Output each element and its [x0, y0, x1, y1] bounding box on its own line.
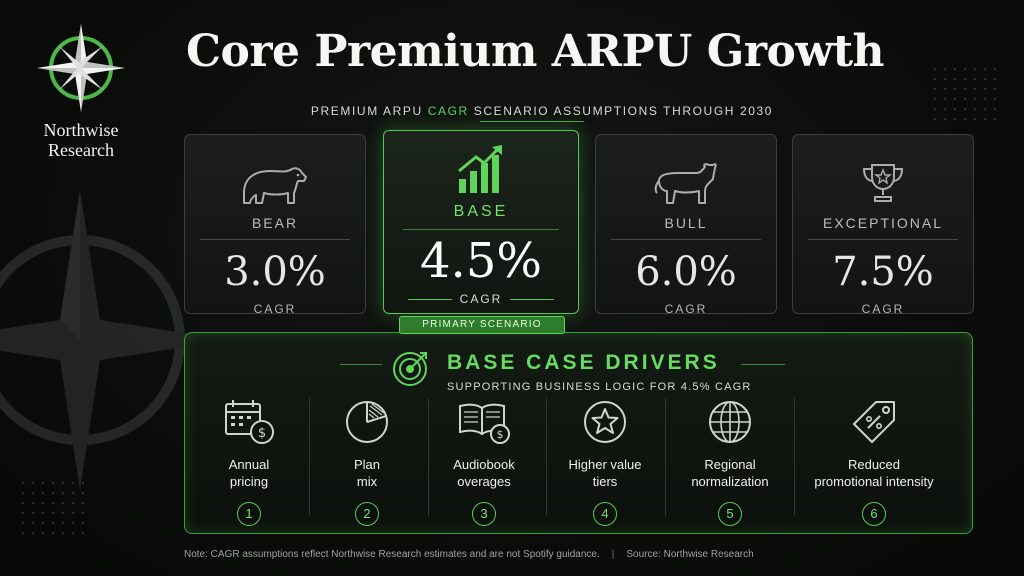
driver-plan-mix: Plan mix 2 [308, 398, 426, 526]
scenario-value: 7.5% [832, 249, 934, 295]
scenario-card-base: BASE 4.5% CAGR [383, 130, 579, 314]
scenario-unit-row: CAGR [384, 292, 578, 306]
driver-label: Reduced promotional intensity [814, 457, 934, 489]
primary-scenario-badge: PRIMARY SCENARIO [399, 316, 565, 334]
book-dollar-icon: $ [425, 398, 543, 446]
column-divider [546, 398, 547, 516]
driver-higher-value-tiers: Higher value tiers 4 [546, 398, 664, 526]
base-case-drivers-panel: BASE CASE DRIVERS SUPPORTING BUSINESS LO… [184, 332, 973, 534]
target-icon [393, 352, 427, 386]
scenario-label: EXCEPTIONAL [822, 215, 944, 231]
driver-regional-normalization: Regional normalization 5 [671, 398, 789, 526]
svg-text:$: $ [497, 428, 504, 441]
driver-label: Audiobook overages [453, 457, 515, 489]
divider [200, 239, 350, 240]
driver-number: 3 [472, 502, 496, 526]
scenario-label: BASE [453, 203, 509, 220]
scenario-label: BULL [664, 215, 708, 231]
bull-icon [596, 149, 776, 205]
logo-wordmark-line2: Research [48, 140, 114, 160]
scenario-card-exceptional: EXCEPTIONAL 7.5% CAGR [792, 134, 974, 316]
driver-number: 5 [718, 502, 742, 526]
column-divider [428, 398, 429, 516]
page-subtitle: PREMIUM ARPU CAGR SCENARIO ASSUMPTIONS T… [0, 104, 1024, 118]
driver-reduced-promotional-intensity: Reduced promotional intensity 6 [806, 398, 942, 526]
logo-wordmark-line1: Northwise [43, 120, 119, 140]
drivers-subtitle: SUPPORTING BUSINESS LOGIC FOR 4.5% CAGR [447, 381, 752, 393]
calendar-dollar-icon: $ [190, 398, 308, 446]
background-compass-icon [0, 190, 230, 490]
driver-annual-pricing: $ Annual pricing 1 [190, 398, 308, 526]
footer-source: Source: Northwise Research [626, 549, 754, 560]
scenario-value: 4.5% [420, 233, 542, 289]
subtitle-suffix: SCENARIO ASSUMPTIONS THROUGH 2030 [468, 104, 774, 118]
driver-number: 4 [593, 502, 617, 526]
trophy-icon [793, 149, 973, 205]
footer-separator: | [611, 549, 615, 560]
scenario-unit: CAGR [459, 292, 503, 306]
bear-icon [185, 149, 365, 205]
driver-label: Plan mix [353, 457, 381, 489]
heading-rule-right [741, 364, 785, 365]
footer-note: Note: CAGR assumptions reflect Northwise… [184, 549, 600, 560]
dot-grid-decoration [930, 64, 1000, 124]
subtitle-highlight: CAGR [427, 104, 469, 118]
scenario-unit: CAGR [861, 302, 905, 316]
scenario-value: 6.0% [635, 249, 737, 295]
driver-label: Higher value tiers [568, 457, 642, 489]
subtitle-underline [480, 121, 584, 122]
star-icon [546, 398, 664, 446]
divider [510, 298, 555, 300]
scenario-unit: CAGR [664, 302, 708, 316]
driver-audiobook-overages: $ Audiobook overages 3 [425, 398, 543, 526]
northwise-logo: Northwise Research [22, 22, 140, 160]
column-divider [309, 398, 310, 516]
driver-number: 2 [355, 502, 379, 526]
dot-grid-decoration [18, 478, 88, 538]
compass-rose-icon [37, 24, 125, 112]
scenario-unit: CAGR [253, 302, 297, 316]
growth-chart-icon [384, 139, 578, 195]
subtitle-prefix: PREMIUM ARPU [310, 104, 428, 118]
scenario-card-bull: BULL 6.0% CAGR [595, 134, 777, 316]
globe-icon [671, 398, 789, 446]
driver-number: 6 [862, 502, 886, 526]
page-title: Core Premium ARPU Growth [186, 26, 885, 77]
scenario-card-bear: BEAR 3.0% CAGR [184, 134, 366, 316]
heading-rule-left [340, 364, 382, 365]
driver-label: Regional normalization [691, 457, 769, 489]
column-divider [665, 398, 666, 516]
driver-number: 1 [237, 502, 261, 526]
discount-tag-icon [806, 398, 942, 446]
pie-chart-icon [308, 398, 426, 446]
divider [403, 229, 559, 230]
scenario-label: BEAR [251, 215, 299, 231]
svg-text:$: $ [258, 426, 266, 441]
column-divider [794, 398, 795, 516]
drivers-title: BASE CASE DRIVERS [447, 351, 720, 374]
divider [808, 239, 958, 240]
driver-label: Annual pricing [228, 457, 270, 489]
divider [407, 298, 452, 300]
footer: Note: CAGR assumptions reflect Northwise… [184, 549, 754, 560]
scenario-value: 3.0% [224, 249, 326, 295]
divider [611, 239, 761, 240]
